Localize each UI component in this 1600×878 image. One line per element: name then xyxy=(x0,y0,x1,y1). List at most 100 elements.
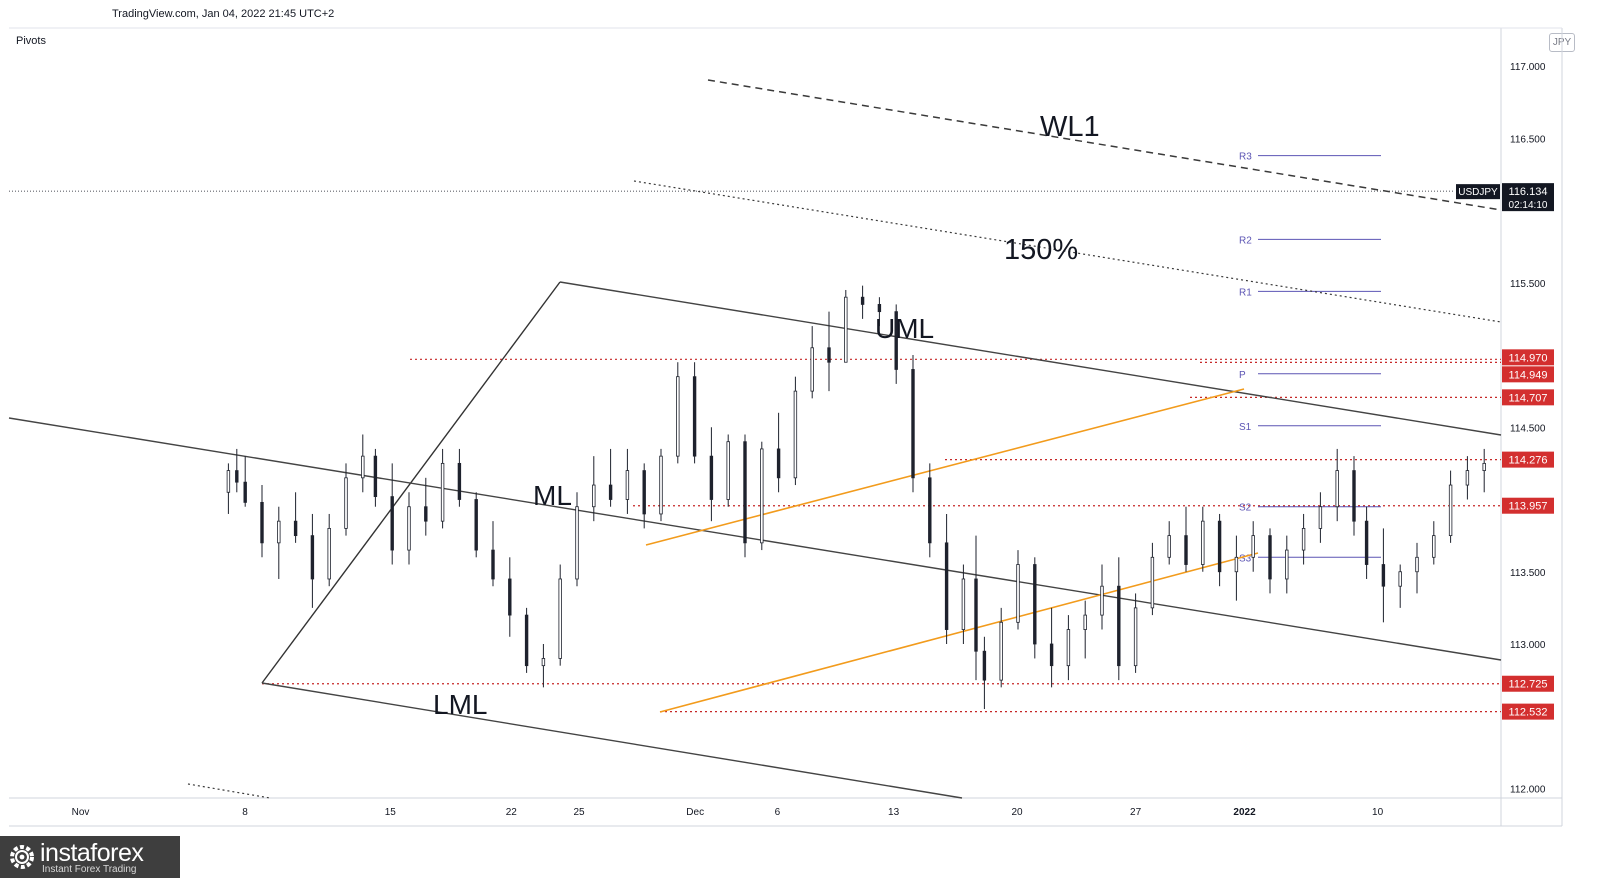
candle-body xyxy=(1268,535,1272,580)
instaforex-logo: instaforex Instant Forex Trading xyxy=(0,836,180,878)
candle-down xyxy=(877,297,882,327)
candle-body xyxy=(1184,535,1188,565)
support-resistance-levels: 114.970 114.949 114.707 114.276 113.957 112.7… xyxy=(9,190,1554,720)
candle-body xyxy=(344,477,348,529)
bar-countdown-label: 02:14:10 xyxy=(1509,200,1548,211)
annotation-lml: LML xyxy=(433,689,487,720)
price-tick-label: 117.000 xyxy=(1510,62,1546,73)
candle-body xyxy=(944,542,949,630)
candle-body xyxy=(1234,556,1239,573)
candle-body xyxy=(743,441,747,544)
chart-annotations: WL1 150% UML ML LML xyxy=(433,111,1100,720)
candle-body xyxy=(424,506,428,522)
candle-body xyxy=(1100,585,1104,616)
candle-down xyxy=(1217,513,1222,587)
candle-body xyxy=(877,304,882,313)
candle-up xyxy=(1251,521,1255,572)
level-price-badge xyxy=(1502,366,1554,383)
time-tick-label: 8 xyxy=(242,807,248,818)
candle-up xyxy=(1016,550,1020,630)
candle-up xyxy=(575,492,579,587)
level-price-label: 114.949 xyxy=(1509,369,1548,381)
candle-up xyxy=(1432,521,1436,565)
candle-body xyxy=(575,506,579,580)
candle-up xyxy=(558,564,562,666)
level-price-badge xyxy=(1502,703,1554,720)
candle-body xyxy=(310,535,315,580)
candle-body xyxy=(1251,535,1255,558)
level-price-label: 114.970 xyxy=(1509,352,1548,364)
candle-down xyxy=(974,535,978,681)
candle-body xyxy=(844,296,848,363)
candle-down xyxy=(424,477,428,536)
candle-body xyxy=(793,390,798,479)
candle-body xyxy=(558,578,562,659)
candle-body xyxy=(361,455,365,479)
candle-up xyxy=(810,326,814,399)
candle-body xyxy=(491,549,495,580)
candle-down xyxy=(1381,528,1386,623)
time-tick-label: 20 xyxy=(1011,807,1023,818)
time-tick-label: 25 xyxy=(573,807,585,818)
candle-up xyxy=(361,434,365,493)
candle-up xyxy=(625,448,630,514)
chart-source-label: TradingView.com, Jan 04, 2022 21:45 UTC+… xyxy=(112,8,335,20)
candle-body xyxy=(1381,564,1386,587)
candle-body xyxy=(1201,520,1205,565)
candle-up xyxy=(1318,492,1323,543)
candle-body xyxy=(440,462,445,522)
candle-body xyxy=(293,520,298,537)
time-tick-label: 13 xyxy=(888,807,900,818)
price-tick-label: 112.000 xyxy=(1510,785,1546,796)
candle-up xyxy=(1398,564,1402,608)
candle-body xyxy=(1352,470,1356,522)
fib-dotted-fragment xyxy=(187,783,271,799)
price-tick-label: 116.500 xyxy=(1510,134,1546,145)
candle-down xyxy=(1117,557,1121,681)
price-axis[interactable]: 117.000 116.500 115.500 114.500 113.500 113.0… xyxy=(1456,62,1554,796)
candle-down xyxy=(911,355,915,493)
candle-body xyxy=(1364,520,1369,565)
candle-body xyxy=(1301,528,1306,551)
candle-down xyxy=(860,285,865,319)
candle-body xyxy=(1133,607,1138,667)
candle-body xyxy=(982,650,987,681)
level-price-badge xyxy=(1502,349,1554,366)
time-tick-label: 22 xyxy=(506,807,518,818)
logo-tagline: Instant Forex Trading xyxy=(42,864,137,875)
candle-body xyxy=(407,506,411,551)
candle-down xyxy=(1268,528,1272,594)
candle-body xyxy=(692,376,697,457)
candlestick-series xyxy=(226,285,1486,710)
candle-body xyxy=(860,296,865,305)
candle-down xyxy=(310,513,315,608)
candle-up xyxy=(726,434,730,507)
candle-body xyxy=(999,621,1003,681)
fib-150-line xyxy=(633,180,1502,323)
candle-body xyxy=(1318,506,1323,529)
annotation-ml: ML xyxy=(533,480,572,511)
price-tick-label: 114.500 xyxy=(1510,423,1546,434)
warning-line-wl1 xyxy=(707,79,1502,211)
indicator-label[interactable]: Pivots xyxy=(16,35,46,47)
candle-up xyxy=(1100,564,1104,630)
candle-up xyxy=(226,463,231,514)
candle-down xyxy=(373,448,378,507)
candle-body xyxy=(974,578,978,652)
candle-up xyxy=(1133,593,1138,673)
candle-body xyxy=(1150,556,1155,609)
time-tick-label: 10 xyxy=(1372,807,1384,818)
annotation-150pct: 150% xyxy=(1004,234,1078,266)
candle-up xyxy=(1301,513,1306,565)
candle-up xyxy=(277,506,281,579)
pivot-label-p: P xyxy=(1239,370,1246,381)
pivot-levels: R3 R2 R1 P S1 S2 S3 xyxy=(1239,152,1381,564)
candle-body xyxy=(760,448,764,544)
channel-lower-line xyxy=(659,552,1259,713)
candle-body xyxy=(1448,484,1453,537)
candle-body xyxy=(524,614,529,667)
time-axis[interactable]: Nov 8 15 22 25 Dec 6 13 20 27 2022 10 xyxy=(72,807,1384,818)
candle-body xyxy=(1398,571,1402,587)
candle-body xyxy=(776,448,781,479)
